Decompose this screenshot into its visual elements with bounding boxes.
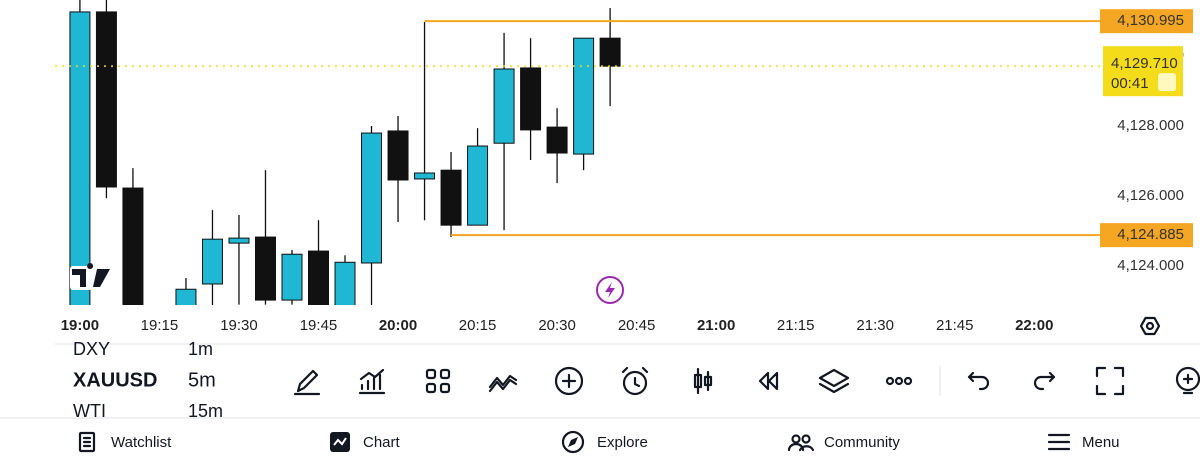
toolbar xyxy=(293,366,1200,396)
overlay: 4,124.0004,126.0004,128.0004,130.00019:0… xyxy=(61,9,1193,334)
nav-item[interactable]: Community xyxy=(824,434,900,451)
candle-body xyxy=(520,67,542,131)
nav-item[interactable]: Explore xyxy=(597,434,648,451)
candle-body xyxy=(201,238,223,285)
x-tick-label: 21:45 xyxy=(936,317,974,334)
candle-body xyxy=(95,11,117,188)
symbol-interval[interactable]: 15m xyxy=(188,401,223,421)
lightning-button[interactable] xyxy=(596,276,624,304)
fullscreen-button[interactable] xyxy=(1095,366,1125,396)
candle-body xyxy=(361,132,383,264)
chart-plot xyxy=(55,0,1100,305)
symbol-name[interactable]: XAUUSD xyxy=(73,369,157,391)
y-tick-label: 4,128.000 xyxy=(1117,117,1184,134)
replay-tool[interactable] xyxy=(758,371,779,391)
x-tick-label: 21:15 xyxy=(777,317,815,334)
level-label: 4,124.885 xyxy=(1117,226,1184,243)
symbol-picker[interactable]: DXY 1m XAUUSD 5m WTI 15m xyxy=(73,339,223,421)
bottom-nav: Watchlist Chart Explore Community Menu xyxy=(78,430,1120,454)
symbol-interval[interactable]: 5m xyxy=(188,369,216,391)
candle-body xyxy=(573,37,595,155)
templates-tool[interactable] xyxy=(425,368,451,394)
candle-body xyxy=(599,37,621,67)
indicators-tool[interactable] xyxy=(358,368,386,395)
y-tick-label: 4,126.000 xyxy=(1117,187,1184,204)
nav-item[interactable]: Chart xyxy=(363,434,401,451)
x-tick-label: 19:45 xyxy=(300,317,338,334)
community-icon xyxy=(787,434,815,452)
explore-icon xyxy=(561,430,585,454)
compare-tool[interactable] xyxy=(488,374,518,393)
add-tool[interactable] xyxy=(554,366,584,396)
more-tool[interactable] xyxy=(885,376,913,386)
x-tick-label: 21:00 xyxy=(697,317,735,334)
candle-body xyxy=(387,130,409,181)
alert-tool[interactable] xyxy=(621,366,649,396)
x-tick-label: 20:15 xyxy=(459,317,497,334)
level-label-bg xyxy=(1100,9,1193,34)
x-tick-label: 20:30 xyxy=(538,317,576,334)
candle-body xyxy=(281,253,303,301)
logo xyxy=(70,263,112,290)
x-tick-label: 19:15 xyxy=(141,317,179,334)
candle-body xyxy=(414,172,436,180)
symbol-name[interactable]: WTI xyxy=(73,401,106,421)
symbol-interval[interactable]: 1m xyxy=(188,339,213,359)
x-tick-label: 21:30 xyxy=(856,317,894,334)
x-tick-label: 20:00 xyxy=(379,317,417,334)
candle-body xyxy=(308,250,330,305)
candle-body xyxy=(334,261,356,305)
x-tick-label: 20:45 xyxy=(618,317,656,334)
candle-body xyxy=(175,288,197,305)
candle-body xyxy=(254,236,276,301)
nav-item[interactable]: Watchlist xyxy=(111,434,172,451)
candle-body xyxy=(493,68,515,144)
price-label-button[interactable] xyxy=(1158,73,1176,92)
redo-button[interactable] xyxy=(1033,371,1056,391)
chart-type-tool[interactable] xyxy=(693,367,713,395)
price-label: 4,129.710 xyxy=(1111,55,1178,72)
level-label-bg xyxy=(1100,223,1193,248)
idea-button[interactable] xyxy=(1175,366,1200,395)
candle-body xyxy=(228,237,250,244)
candle-body xyxy=(546,126,568,154)
watchlist-icon xyxy=(78,431,96,453)
candle-body xyxy=(440,169,462,226)
x-tick-label: 19:00 xyxy=(61,317,99,334)
candle-body xyxy=(69,11,91,305)
menu-icon xyxy=(1047,433,1071,451)
x-tick-label: 22:00 xyxy=(1015,317,1053,334)
nav-item[interactable]: Menu xyxy=(1082,434,1120,451)
level-label: 4,130.995 xyxy=(1117,12,1184,29)
undo-button[interactable] xyxy=(967,371,990,391)
symbol-name[interactable]: DXY xyxy=(73,339,110,359)
settings-button[interactable] xyxy=(1139,316,1161,336)
candle-body xyxy=(122,187,144,305)
x-tick-label: 19:30 xyxy=(220,317,258,334)
layers-tool[interactable] xyxy=(818,368,850,394)
countdown: 00:41 xyxy=(1111,75,1149,92)
draw-tool[interactable] xyxy=(293,369,321,396)
y-tick-label: 4,124.000 xyxy=(1117,257,1184,274)
candle-body xyxy=(467,145,489,226)
chart-icon xyxy=(330,432,350,452)
